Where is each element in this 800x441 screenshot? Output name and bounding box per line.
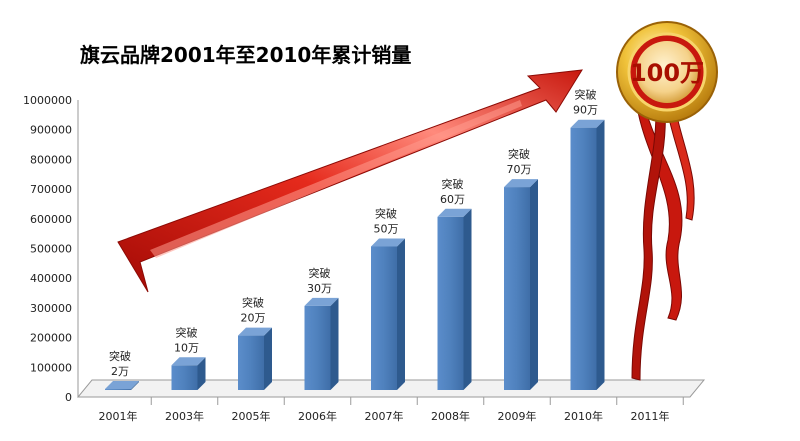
data-label-line2: 20万 <box>241 312 266 325</box>
y-tick-label: 300000 <box>30 302 72 315</box>
bar-front <box>304 305 331 390</box>
bar <box>437 208 472 390</box>
bar-series <box>105 119 605 390</box>
bar-front <box>437 216 464 390</box>
data-label-line2: 30万 <box>307 282 332 295</box>
bar-front <box>570 127 597 390</box>
bar-side <box>530 179 538 390</box>
data-label-line1: 突破 <box>375 207 397 221</box>
bar <box>238 327 272 390</box>
bar-top <box>171 357 206 366</box>
bar <box>570 119 605 390</box>
x-tick-label: 2008年 <box>431 409 470 423</box>
bar-front <box>504 187 530 390</box>
x-tick-label: 2011年 <box>631 409 670 423</box>
bar-top <box>570 119 605 128</box>
bar <box>105 381 139 390</box>
bar <box>304 297 339 390</box>
bar-side <box>596 119 605 390</box>
x-tick-label: 2003年 <box>165 409 204 423</box>
y-tick-label: 700000 <box>30 183 72 196</box>
data-label-line2: 50万 <box>374 223 399 236</box>
bar-front <box>105 389 131 390</box>
x-tick-label: 2006年 <box>298 409 337 423</box>
x-tick-label: 2007年 <box>365 409 404 423</box>
bar-top <box>504 179 538 188</box>
bar-side <box>131 381 139 390</box>
data-label-line2: 2万 <box>111 365 129 378</box>
bar-top <box>437 208 472 217</box>
x-tick-label: 2010年 <box>564 409 603 423</box>
y-tick-label: 800000 <box>30 153 72 166</box>
y-tick-label: 600000 <box>30 213 72 226</box>
trend-arrow-decoration <box>117 69 583 293</box>
seal-label: 100万 <box>630 59 704 87</box>
y-tick-label: 100000 <box>30 361 72 374</box>
bar <box>171 357 206 390</box>
data-label-line1: 突破 <box>242 296 264 310</box>
data-label-line2: 90万 <box>573 104 598 117</box>
bar-side <box>197 357 206 390</box>
bar <box>504 179 538 390</box>
bar-top <box>238 327 272 336</box>
y-tick-labels: 0 100000 200000 300000 400000 500000 600000 700… <box>23 94 72 404</box>
data-label-line1: 突破 <box>109 349 131 363</box>
bar-front <box>171 365 198 390</box>
bar-top <box>105 381 139 390</box>
100-wan-seal: 100万 <box>616 21 718 123</box>
bar-top <box>371 238 405 247</box>
y-tick-label: 0 <box>65 391 72 404</box>
data-label-line1: 突破 <box>575 88 597 102</box>
y-tick-label: 900000 <box>30 124 72 137</box>
y-tick-label: 200000 <box>30 332 72 345</box>
bar <box>371 238 405 390</box>
bar-front <box>238 335 264 390</box>
x-tick-label: 2001年 <box>99 409 138 423</box>
data-label-line1: 突破 <box>309 266 331 280</box>
y-tick-label: 400000 <box>30 272 72 285</box>
data-label-line1: 突破 <box>508 147 530 161</box>
x-tick-label: 2009年 <box>498 409 537 423</box>
data-label-line2: 70万 <box>507 163 532 176</box>
bar-side <box>264 327 272 390</box>
chart-title: 旗云品牌2001年至2010年累计销量 <box>80 43 411 67</box>
data-label-line2: 60万 <box>440 193 465 206</box>
bar-top <box>304 297 339 306</box>
x-tick-labels: 2001年 2003年 2005年 2006年 2007年 2008年 2009年 2010年… <box>99 397 684 423</box>
y-tick-label: 1000000 <box>23 94 72 107</box>
seal-ribbons <box>631 107 695 381</box>
y-tick-label: 500000 <box>30 243 72 256</box>
data-label-line2: 10万 <box>174 341 199 354</box>
bar-front <box>371 246 397 390</box>
bar-side <box>330 297 339 390</box>
data-label-line1: 突破 <box>442 177 464 191</box>
bar-side <box>397 238 405 390</box>
x-tick-label: 2005年 <box>232 409 271 423</box>
bar-side <box>463 208 472 390</box>
data-label-line1: 突破 <box>176 325 198 339</box>
